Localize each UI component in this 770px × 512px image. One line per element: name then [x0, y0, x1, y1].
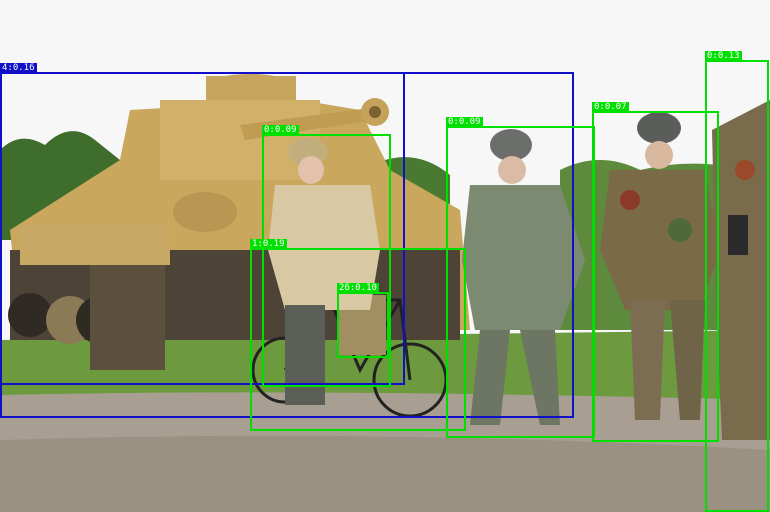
- detection-box: 0:0.07: [592, 102, 719, 442]
- detection-box: 0:0.13: [705, 51, 769, 512]
- detection-box: 26:0.10: [337, 283, 389, 358]
- detection-label: 0:0.09: [446, 117, 483, 128]
- detection-label: 4:0.16: [0, 63, 37, 74]
- detection-label: 1:0.19: [250, 239, 287, 250]
- detection-box: [0, 72, 574, 418]
- detection-label: 0:0.13: [705, 51, 742, 62]
- detection-box: 1:0.19: [250, 239, 466, 431]
- detection-box: 0:0.09: [446, 117, 595, 438]
- detection-label: 26:0.10: [337, 283, 379, 294]
- detection-box: 0:0.09: [262, 125, 391, 387]
- detection-label: 0:0.07: [592, 102, 629, 113]
- detection-label: 0:0.09: [262, 125, 299, 136]
